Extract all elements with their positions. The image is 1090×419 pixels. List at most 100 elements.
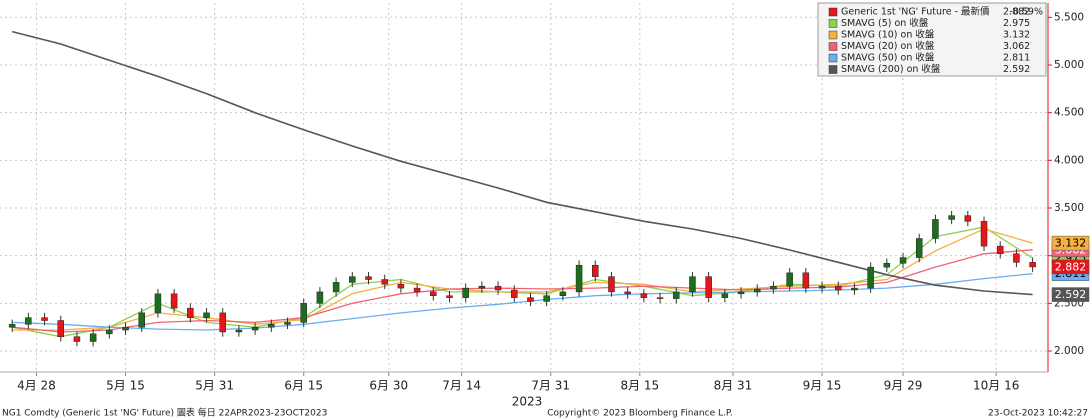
candles <box>8 210 1036 347</box>
candle-body <box>656 297 664 299</box>
candle-body <box>41 317 48 321</box>
candle-body <box>73 336 81 342</box>
candle-body <box>316 291 324 304</box>
y-tick-label: 4.000 <box>1054 154 1084 166</box>
legend-label: SMAVG (200) on 收盤 <box>841 63 941 75</box>
candle-body <box>705 276 712 298</box>
y-tick-label: 4.500 <box>1054 107 1084 119</box>
candle-body <box>349 276 356 283</box>
candle-body <box>397 284 405 289</box>
candle-body <box>608 276 615 293</box>
candle-body <box>106 329 113 335</box>
last-value-label: 2.592 <box>1055 288 1087 301</box>
candle-body <box>365 276 372 280</box>
legend-swatch <box>828 65 838 74</box>
last-value-tag <box>1051 235 1090 251</box>
y-tick-label: 5.500 <box>1054 11 1084 23</box>
lines <box>11 30 1033 338</box>
legend-value: 2.882 <box>1003 7 1030 18</box>
x-tick-label: 4月 28 <box>17 379 56 393</box>
footer-left: NG1 Comdty (Generic 1st 'NG' Future) 圖表 … <box>2 407 327 419</box>
x-tick-label: 9月 29 <box>884 379 923 393</box>
legend-change: -0.59% <box>1009 7 1043 18</box>
legend-swatch <box>828 30 838 40</box>
candle-body <box>300 303 307 323</box>
candle-body <box>25 317 32 325</box>
sma-line <box>12 228 1033 331</box>
candle-body <box>673 291 680 299</box>
candle-body <box>753 288 761 293</box>
candle-body <box>964 215 972 222</box>
candle-body <box>462 287 469 298</box>
candle-body <box>219 312 226 333</box>
last-value-label: 3.132 <box>1055 237 1087 250</box>
candle-body <box>413 287 421 293</box>
candle-body <box>154 293 162 314</box>
x-tick-label: 7月 31 <box>531 379 570 393</box>
candle-body <box>851 287 858 291</box>
candle-body <box>203 312 210 318</box>
candle-body <box>802 272 810 289</box>
sma-line <box>11 30 1033 296</box>
candle-body <box>138 312 145 328</box>
candle-body <box>721 293 729 298</box>
footer-right: 23-Oct-2023 10:42:27 <box>988 409 1088 419</box>
x-tick-label: 10月 16 <box>973 379 1019 393</box>
candle-body <box>1029 262 1036 268</box>
candle-body <box>332 282 340 293</box>
candle-body <box>996 245 1004 255</box>
candle-body <box>170 293 178 309</box>
candle-body <box>494 285 502 291</box>
y-tick-label: 3.500 <box>1054 202 1084 214</box>
legend-label: SMAVG (5) on 收盤 <box>841 17 929 29</box>
candle-body <box>478 285 486 289</box>
last-value-tag <box>1051 287 1090 302</box>
candle-body <box>430 291 437 296</box>
candle-body <box>915 238 923 258</box>
candle-body <box>559 291 567 296</box>
x-tick-label: 6月 30 <box>369 379 408 393</box>
candle-body <box>867 266 874 289</box>
candle-body <box>251 326 259 331</box>
legend-value: 2.975 <box>1003 18 1030 29</box>
candle-body <box>624 291 631 295</box>
candle-body <box>122 326 129 331</box>
x-axis-label: 2023 <box>512 395 543 409</box>
legend-label: SMAVG (20) on 收盤 <box>841 40 935 52</box>
candle-body <box>381 279 388 285</box>
x-tick-label: 9月 15 <box>803 379 842 393</box>
sma-line <box>12 273 1033 331</box>
candle-body <box>57 320 64 337</box>
last-value-tag <box>1051 259 1090 275</box>
legend-label: Generic 1st 'NG' Future - 最新價 <box>841 6 990 18</box>
legend-label: SMAVG (10) on 收盤 <box>841 29 935 41</box>
legend-label: SMAVG (50) on 收盤 <box>841 52 935 64</box>
candle-body <box>689 276 696 293</box>
y-tick-label: 5.000 <box>1054 59 1084 71</box>
candle-body <box>932 219 939 239</box>
candle-body <box>640 293 648 298</box>
legend-value: 3.062 <box>1003 41 1030 52</box>
legend: Generic 1st 'NG' Future - 最新價 2.882-0.59%… <box>817 2 1047 77</box>
legend-value: 2.811 <box>1003 53 1030 64</box>
candle-body <box>511 289 518 298</box>
legend-swatch <box>828 7 838 17</box>
sma-line <box>11 226 1033 338</box>
candle-body <box>899 257 907 264</box>
legend-swatch <box>828 42 838 51</box>
candle-body <box>980 221 988 247</box>
candle-body <box>948 215 955 220</box>
legend-box <box>817 2 1047 77</box>
y-tick-label: 2.000 <box>1054 345 1084 357</box>
candle-body <box>89 333 97 342</box>
last-value-label: 2.882 <box>1055 260 1087 273</box>
candle-body <box>592 264 599 277</box>
axis: 2.0002.5003.0003.5004.0004.5005.0005.500… <box>0 3 1090 393</box>
candle-body <box>543 295 550 302</box>
candle-body <box>284 322 291 325</box>
candle-body <box>737 291 745 295</box>
x-tick-label: 8月 15 <box>620 379 659 393</box>
legend-value: 2.592 <box>1003 64 1030 75</box>
